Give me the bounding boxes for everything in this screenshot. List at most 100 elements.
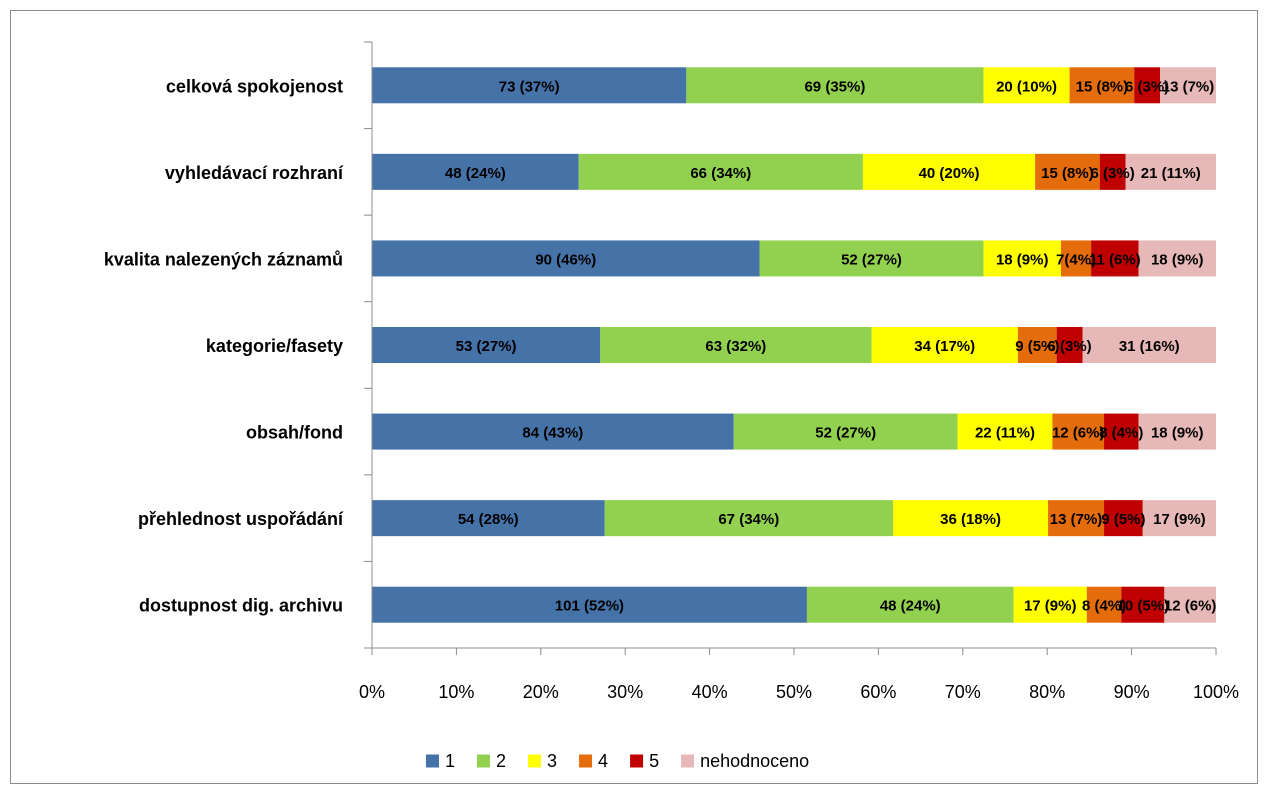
x-tick-label: 100% [1193,682,1239,702]
bar-segment-6-row-3 [1138,240,1216,277]
x-tick-label: 60% [860,682,896,702]
legend-label-2: 2 [496,751,506,771]
bar-segment-1-row-5 [372,413,734,450]
bar-segment-5-row-5 [1104,413,1139,450]
data-label: 52 (27%) [841,251,902,268]
axes-layer [364,41,1217,655]
bar-segment-6-row-1 [1160,67,1216,104]
bar-segment-6-row-7 [1164,586,1216,623]
category-label: kategorie/fasety [206,336,343,356]
data-label: 11 (6%) [1089,251,1141,268]
bar-segment-6-row-5 [1138,413,1216,450]
data-label: 18 (9%) [996,251,1049,268]
legend-swatch-3 [528,754,542,768]
data-label: 12 (6%) [1052,425,1105,442]
data-label: 90 (46%) [535,251,596,268]
x-tick-label: 50% [776,682,812,702]
bar-segment-4-row-7 [1086,586,1122,623]
category-labels-layer: celková spokojenost vyhledávací rozhraní k… [104,76,344,615]
legend-swatch-4 [579,754,593,768]
legend-label-1: 1 [445,751,455,771]
data-label: 52 (27%) [815,425,876,442]
bar-segment-4-row-1 [1069,67,1135,104]
chart-frame [10,10,1258,784]
data-label: 69 (35%) [804,78,865,95]
data-label: 6 (3%) [1091,165,1135,182]
bar-segment-5-row-4 [1056,327,1083,363]
legend-label-4: 4 [598,751,608,771]
bar-segment-4-row-6 [1048,500,1105,537]
legend-label-6: nehodnoceno [700,751,809,771]
legend-label-5: 5 [649,751,659,771]
data-label: 84 (43%) [522,425,583,442]
data-label: 8 (4%) [1082,598,1126,615]
x-tick-label: 30% [607,682,643,702]
data-label: 22 (11%) [975,425,1035,442]
legend-swatch-1 [426,754,439,768]
data-label: 12 (6%) [1164,598,1217,615]
category-label: kvalita nalezených záznamů [104,249,343,269]
category-label: celková spokojenost [166,76,343,96]
bar-segment-3-row-1 [983,67,1070,104]
bar-segment-1-row-7 [372,586,807,623]
x-tick-label: 80% [1029,682,1065,702]
data-label: 40 (20%) [919,165,980,182]
legend-label-3: 3 [547,751,557,771]
category-label: dostupnost dig. archivu [139,596,343,616]
data-label: 17 (9%) [1024,598,1077,615]
data-label: 9 (5%) [1101,511,1145,528]
data-label: 13 (7%) [1162,78,1215,95]
x-tick-label: 10% [438,682,474,702]
category-label: přehlednost uspořádání [138,509,344,529]
bar-segment-2-row-6 [604,500,894,537]
x-tick-label: 40% [692,682,728,702]
data-label: 7(4%) [1056,251,1096,268]
bar-segment-2-row-3 [759,240,984,277]
bar-segment-3-row-7 [1013,586,1087,623]
data-label: 15 (8%) [1041,165,1094,182]
data-label: 18 (9%) [1151,425,1204,442]
x-tick-labels-layer: 0% 10% 20% 30% 40% 50% 60% 70% 80% 90% 100% [359,682,1239,702]
bar-segment-3-row-6 [893,500,1049,537]
bar-segment-2-row-2 [578,153,863,190]
bar-segment-5-row-2 [1099,153,1126,190]
data-label: 36 (18%) [940,511,1001,528]
bar-segment-3-row-2 [862,153,1036,190]
data-label: 63 (32%) [705,338,766,355]
bar-segment-1-row-4 [372,327,601,363]
data-label: 66 (34%) [690,165,751,182]
bar-segment-5-row-3 [1091,240,1139,277]
data-label: 53 (27%) [456,338,517,355]
bar-segment-5-row-6 [1104,500,1143,537]
data-label: 6 (3%) [1047,338,1091,355]
bar-segment-4-row-3 [1060,240,1092,277]
x-tick-label: 90% [1114,682,1150,702]
bar-segment-5-row-1 [1134,67,1161,104]
data-label: 10 (5%) [1117,598,1170,615]
data-label: 48 (24%) [880,598,941,615]
legend-swatch-6 [681,754,695,768]
data-label: 6 (3%) [1125,78,1169,95]
bar-segment-1-row-6 [372,500,605,537]
legend-swatch-5 [630,754,644,768]
x-tick-label: 20% [523,682,559,702]
bar-segment-2-row-5 [733,413,958,450]
bar-segment-2-row-4 [600,327,872,363]
bar-segment-1-row-2 [372,153,579,190]
legend: 1 2 3 4 5 nehodnoceno [426,751,809,771]
bar-segment-2-row-1 [686,67,984,104]
x-tick-label: 0% [359,682,385,702]
legend-swatch-2 [477,754,491,768]
bar-segment-5-row-7 [1121,586,1165,623]
data-label: 21 (11%) [1141,165,1201,182]
data-label: 54 (28%) [458,511,519,528]
data-label: 18 (9%) [1151,251,1204,268]
bar-segment-6-row-6 [1142,500,1216,537]
data-label: 9 (5%) [1015,338,1059,355]
x-tick-label: 70% [945,682,981,702]
data-label: 17 (9%) [1153,511,1206,528]
data-label: 48 (24%) [445,165,506,182]
data-label: 101 (52%) [555,598,624,615]
data-label: 8 (4%) [1099,425,1143,442]
